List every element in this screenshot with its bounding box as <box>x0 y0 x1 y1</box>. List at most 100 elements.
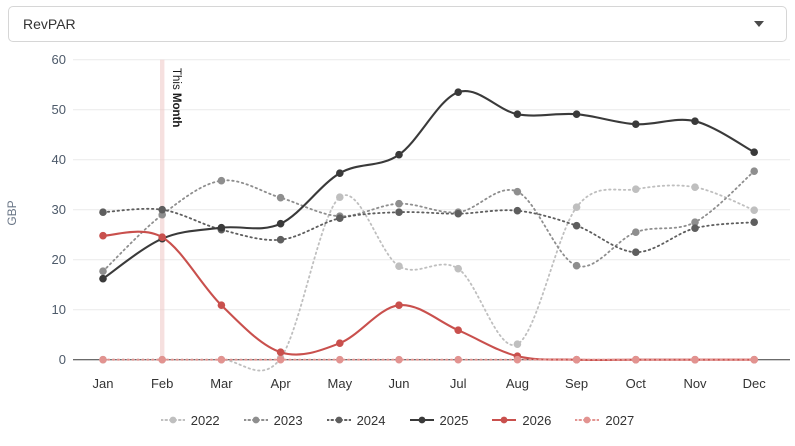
legend-item-2024[interactable]: 2024 <box>326 412 386 428</box>
data-point-2023 <box>572 261 581 270</box>
data-point-2025 <box>276 219 285 228</box>
x-tick-label-may: May <box>328 376 353 391</box>
series-2025 <box>99 88 758 283</box>
series-2027 <box>99 355 758 364</box>
legend-item-2022[interactable]: 2022 <box>160 413 220 428</box>
legend-marker-2024 <box>326 416 351 424</box>
series-2026 <box>99 230 758 364</box>
data-point-2026 <box>158 233 166 241</box>
y-tick-label: 20 <box>52 252 66 267</box>
x-tick-label-jul: Jul <box>450 376 467 391</box>
data-point-2025 <box>750 148 758 156</box>
data-point-2022 <box>395 262 403 271</box>
legend-item-2025[interactable]: 2025 <box>409 412 469 428</box>
y-tick-label: 50 <box>52 102 66 117</box>
y-tick-label: 0 <box>59 352 66 367</box>
data-point-2024 <box>632 248 640 256</box>
data-point-2027 <box>99 355 107 364</box>
legend-label-2027: 2027 <box>605 412 635 428</box>
series-line-2025 <box>102 89 755 280</box>
data-point-2025 <box>336 169 344 177</box>
legend-item-2026[interactable]: 2026 <box>492 413 551 428</box>
legend-item-2027[interactable]: 2027 <box>575 413 634 428</box>
legend-marker-2022 <box>160 416 185 424</box>
y-tick-label: 30 <box>52 202 66 217</box>
legend-marker-2023 <box>243 416 268 424</box>
data-point-2027 <box>217 355 226 364</box>
data-point-2027 <box>513 355 522 364</box>
series-line-2024 <box>102 207 756 254</box>
data-point-2025 <box>454 88 463 96</box>
data-point-2024 <box>454 209 463 218</box>
legend-item-2023[interactable]: 2023 <box>243 412 303 428</box>
data-point-2023 <box>513 187 522 196</box>
chevron-down-icon <box>754 21 764 27</box>
data-point-2025 <box>513 110 522 118</box>
data-point-2024 <box>158 205 166 214</box>
data-point-2027 <box>276 355 285 364</box>
data-point-2023 <box>395 199 403 208</box>
x-tick-label-feb: Feb <box>151 376 173 391</box>
data-point-2026 <box>217 301 226 310</box>
data-point-2023 <box>276 193 285 202</box>
data-point-2025 <box>632 120 640 128</box>
metric-dropdown-value: RevPAR <box>23 16 76 32</box>
series-line-2023 <box>102 170 756 273</box>
data-point-2024 <box>572 221 581 230</box>
data-point-2026 <box>395 301 403 310</box>
data-point-2022 <box>632 185 640 193</box>
data-point-2024 <box>395 208 403 216</box>
data-point-2024 <box>691 224 699 232</box>
data-point-2027 <box>691 355 699 364</box>
data-point-2023 <box>691 218 699 226</box>
y-tick-label: 40 <box>52 152 66 167</box>
data-point-2027 <box>395 355 403 364</box>
x-tick-label-aug: Aug <box>506 376 529 391</box>
data-point-2025 <box>99 274 107 283</box>
x-tick-label-dec: Dec <box>743 376 767 391</box>
data-point-2026 <box>336 339 344 348</box>
data-point-2022 <box>750 206 758 214</box>
data-point-2022 <box>454 264 463 273</box>
data-point-2023 <box>750 167 758 175</box>
y-tick-label: 60 <box>52 52 66 67</box>
data-point-2023 <box>217 176 226 185</box>
x-tick-label-jan: Jan <box>93 376 114 391</box>
x-tick-label-sep: Sep <box>565 376 588 391</box>
legend-label-2025: 2025 <box>439 412 469 428</box>
series-2023 <box>99 167 758 276</box>
data-point-2027 <box>336 355 344 364</box>
data-point-2026 <box>99 231 107 240</box>
data-point-2022 <box>691 183 699 191</box>
data-point-2023 <box>632 228 640 236</box>
data-point-2022 <box>513 340 522 349</box>
data-point-2027 <box>632 355 640 364</box>
metric-dropdown[interactable]: RevPAR <box>8 6 787 42</box>
data-point-2027 <box>454 355 463 364</box>
x-tick-label-apr: Apr <box>270 376 291 391</box>
data-point-2024 <box>336 214 344 222</box>
x-tick-label-nov: Nov <box>683 376 707 391</box>
data-point-2024 <box>99 208 107 216</box>
series-line-2026 <box>102 230 755 362</box>
data-point-2025 <box>572 110 581 118</box>
data-point-2023 <box>99 267 107 276</box>
data-point-2027 <box>158 355 166 364</box>
data-point-2027 <box>750 355 758 364</box>
legend-label-2023: 2023 <box>273 412 303 428</box>
legend-label-2024: 2024 <box>356 412 386 428</box>
data-point-2024 <box>276 235 285 244</box>
y-axis-title: GBP <box>5 200 19 225</box>
legend-marker-2027 <box>575 416 600 424</box>
data-point-2026 <box>454 326 463 335</box>
legend-marker-2026 <box>492 416 517 424</box>
data-point-2025 <box>217 223 226 232</box>
legend-label-2026: 2026 <box>522 412 552 428</box>
data-point-2022 <box>572 203 581 211</box>
chart-legend: 2022 2023 2024 2025 2026 2027 <box>0 406 795 434</box>
y-tick-label: 10 <box>52 302 66 317</box>
x-tick-label-jun: Jun <box>389 376 410 391</box>
data-point-2024 <box>750 218 758 226</box>
